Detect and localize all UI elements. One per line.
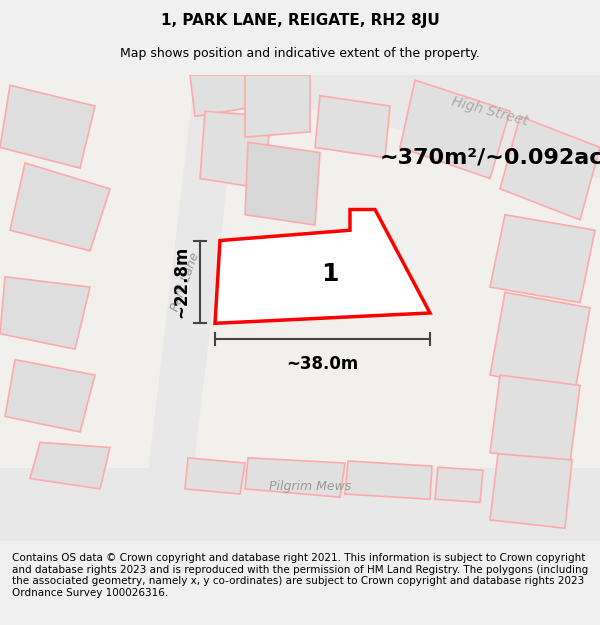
Polygon shape xyxy=(400,80,510,179)
Polygon shape xyxy=(315,96,390,158)
Polygon shape xyxy=(490,214,595,302)
Polygon shape xyxy=(245,75,310,137)
Polygon shape xyxy=(490,292,590,391)
Polygon shape xyxy=(300,75,600,179)
Polygon shape xyxy=(500,116,600,220)
Polygon shape xyxy=(5,359,95,432)
Text: High Street: High Street xyxy=(450,94,530,128)
Text: ~370m²/~0.092ac.: ~370m²/~0.092ac. xyxy=(380,148,600,168)
Polygon shape xyxy=(435,467,483,502)
Polygon shape xyxy=(140,75,240,541)
Text: Contains OS data © Crown copyright and database right 2021. This information is : Contains OS data © Crown copyright and d… xyxy=(12,553,588,598)
Polygon shape xyxy=(490,454,572,528)
Polygon shape xyxy=(0,468,600,541)
Polygon shape xyxy=(245,142,320,225)
Text: Pilgrim Mews: Pilgrim Mews xyxy=(269,481,351,493)
Polygon shape xyxy=(490,375,580,463)
Polygon shape xyxy=(200,111,270,189)
Text: Park Lane: Park Lane xyxy=(169,251,202,313)
Polygon shape xyxy=(245,458,345,497)
Polygon shape xyxy=(190,75,260,116)
Polygon shape xyxy=(345,461,432,499)
Polygon shape xyxy=(0,277,90,349)
Polygon shape xyxy=(10,163,110,251)
Text: ~22.8m: ~22.8m xyxy=(172,246,190,318)
Text: Map shows position and indicative extent of the property.: Map shows position and indicative extent… xyxy=(120,48,480,61)
Text: ~38.0m: ~38.0m xyxy=(286,356,359,373)
Text: 1: 1 xyxy=(321,262,339,286)
Text: 1, PARK LANE, REIGATE, RH2 8JU: 1, PARK LANE, REIGATE, RH2 8JU xyxy=(161,14,439,29)
Polygon shape xyxy=(30,442,110,489)
Polygon shape xyxy=(215,209,430,323)
Polygon shape xyxy=(0,86,95,168)
Polygon shape xyxy=(185,458,245,494)
